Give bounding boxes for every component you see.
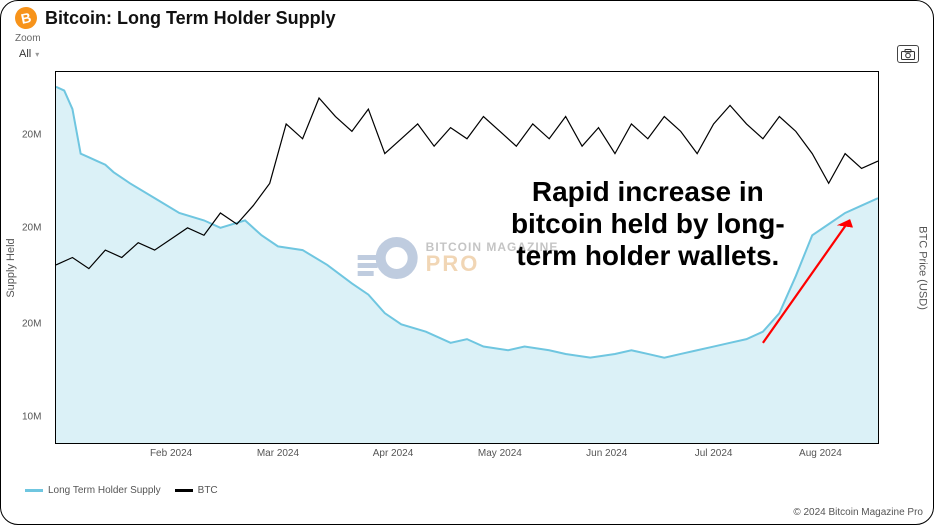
chart-legend: Long Term Holder Supply BTC (25, 485, 218, 496)
legend-swatch (25, 489, 43, 492)
chart-toolbar: Zoom All ▾ (1, 31, 933, 63)
chart-title: Bitcoin: Long Term Holder Supply (45, 8, 336, 29)
zoom-select[interactable]: All ▾ (15, 46, 43, 62)
chart-annotation-text: Rapid increase inbitcoin held by long-te… (434, 176, 861, 273)
legend-item-btc[interactable]: BTC (175, 485, 218, 496)
legend-swatch (175, 489, 193, 492)
zoom-control[interactable]: Zoom All ▾ (15, 33, 43, 62)
legend-label: BTC (198, 485, 218, 496)
x-tick-label: Jun 2024 (586, 448, 627, 459)
x-tick-label: Aug 2024 (799, 448, 842, 459)
x-tick-label: Apr 2024 (373, 448, 414, 459)
camera-icon (901, 49, 915, 60)
chart-header: B Bitcoin: Long Term Holder Supply (1, 1, 933, 31)
zoom-value: All (19, 48, 31, 60)
copyright-text: © 2024 Bitcoin Magazine Pro (793, 507, 923, 518)
chevron-down-icon: ▾ (35, 50, 39, 59)
y-tick-label: 20M (22, 130, 41, 141)
x-tick-label: Mar 2024 (257, 448, 299, 459)
y-right-axis-label: BTC Price (USD) (917, 226, 929, 310)
y-tick-label: 20M (22, 222, 41, 233)
chart-plot[interactable]: BITCOIN MAGAZINE PRO Rapid increase inbi… (55, 71, 879, 444)
zoom-label: Zoom (15, 33, 43, 44)
x-tick-label: Jul 2024 (695, 448, 733, 459)
y-left-axis-label: Supply Held (5, 238, 17, 297)
y-tick-label: 10M (22, 412, 41, 423)
legend-item-supply[interactable]: Long Term Holder Supply (25, 485, 161, 496)
x-tick-label: May 2024 (478, 448, 522, 459)
x-tick-label: Feb 2024 (150, 448, 192, 459)
screenshot-button[interactable] (897, 45, 919, 63)
legend-label: Long Term Holder Supply (48, 485, 161, 496)
bitcoin-logo-icon: B (13, 5, 39, 31)
y-tick-label: 20M (22, 319, 41, 330)
chart-area: Supply Held BTC Price (USD) BITCOIN MAGA… (15, 71, 919, 464)
